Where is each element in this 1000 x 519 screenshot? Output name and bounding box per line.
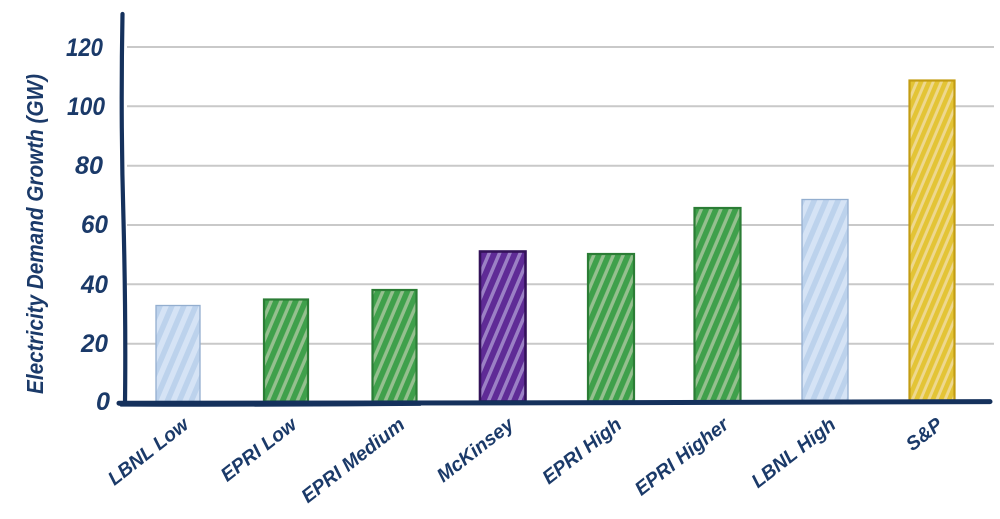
svg-text:100: 100 bbox=[67, 93, 105, 121]
svg-text:60: 60 bbox=[81, 211, 108, 239]
svg-text:LBNL Low: LBNL Low bbox=[104, 412, 195, 490]
svg-text:40: 40 bbox=[80, 271, 108, 299]
svg-text:0: 0 bbox=[96, 388, 110, 416]
svg-text:80: 80 bbox=[75, 152, 103, 180]
svg-text:Electricity Demand Growth (GW): Electricity Demand Growth (GW) bbox=[22, 74, 48, 394]
svg-text:McKinsey: McKinsey bbox=[433, 413, 519, 487]
svg-text:EPRI High: EPRI High bbox=[538, 414, 626, 489]
svg-text:120: 120 bbox=[66, 34, 103, 62]
svg-text:EPRI Higher: EPRI Higher bbox=[631, 413, 734, 501]
svg-text:LBNL High: LBNL High bbox=[747, 414, 840, 493]
svg-text:EPRI Low: EPRI Low bbox=[217, 412, 303, 486]
svg-text:20: 20 bbox=[80, 330, 108, 358]
svg-text:S&P: S&P bbox=[902, 413, 948, 456]
svg-text:EPRI Medium: EPRI Medium bbox=[297, 414, 409, 508]
